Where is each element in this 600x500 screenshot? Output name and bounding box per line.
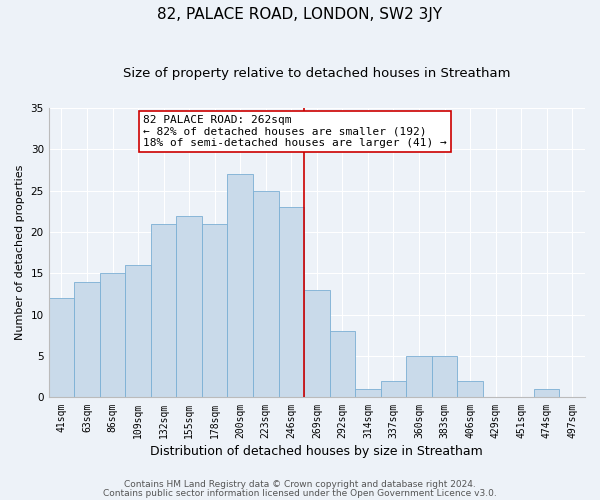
X-axis label: Distribution of detached houses by size in Streatham: Distribution of detached houses by size … [151, 444, 483, 458]
Text: Contains public sector information licensed under the Open Government Licence v3: Contains public sector information licen… [103, 489, 497, 498]
Bar [202, 224, 227, 398]
Bar [176, 216, 202, 398]
Bar [49, 298, 74, 398]
Text: 82 PALACE ROAD: 262sqm
← 82% of detached houses are smaller (192)
18% of semi-de: 82 PALACE ROAD: 262sqm ← 82% of detached… [143, 114, 447, 148]
Bar [125, 265, 151, 398]
Bar [457, 381, 483, 398]
Bar [74, 282, 100, 398]
Y-axis label: Number of detached properties: Number of detached properties [15, 165, 25, 340]
Bar [534, 389, 559, 398]
Bar [253, 190, 278, 398]
Bar [304, 290, 329, 398]
Bar [227, 174, 253, 398]
Bar [100, 274, 125, 398]
Bar [355, 389, 380, 398]
Bar [329, 332, 355, 398]
Bar [432, 356, 457, 398]
Title: Size of property relative to detached houses in Streatham: Size of property relative to detached ho… [123, 68, 511, 80]
Bar [406, 356, 432, 398]
Text: 82, PALACE ROAD, LONDON, SW2 3JY: 82, PALACE ROAD, LONDON, SW2 3JY [157, 8, 443, 22]
Bar [380, 381, 406, 398]
Text: Contains HM Land Registry data © Crown copyright and database right 2024.: Contains HM Land Registry data © Crown c… [124, 480, 476, 489]
Bar [278, 208, 304, 398]
Bar [151, 224, 176, 398]
